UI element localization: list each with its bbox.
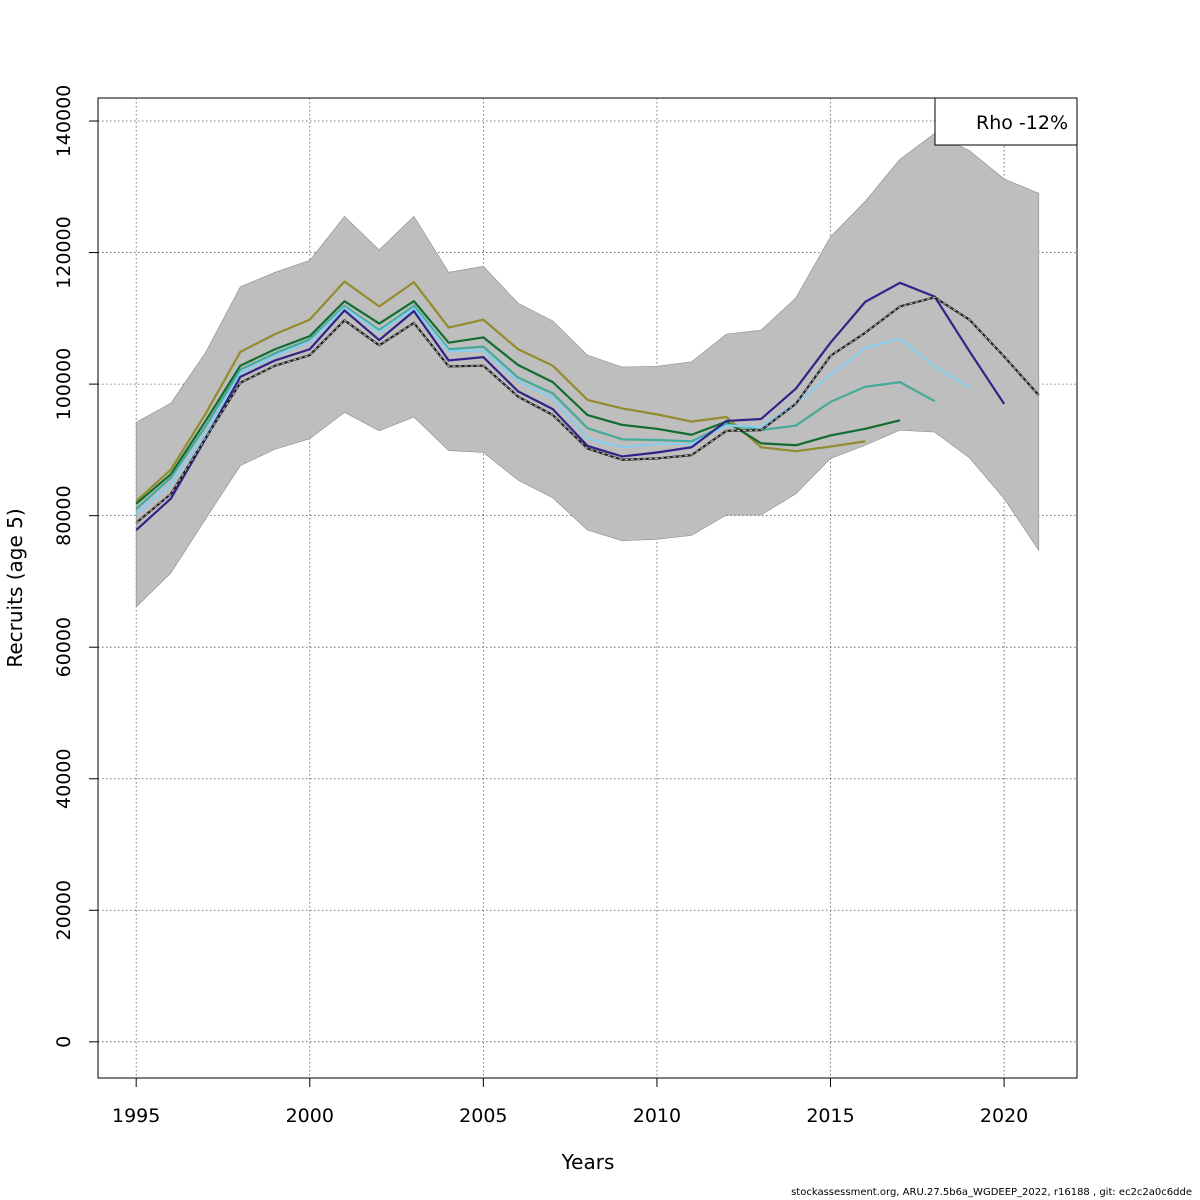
series-lines (135, 280, 1040, 531)
x-tick-label: 2020 (980, 1105, 1028, 1127)
x-tick-label: 1995 (112, 1105, 160, 1127)
x-axis: 1995 2000 2005 2010 2015 2020 (112, 1078, 1028, 1127)
series-line (135, 300, 901, 505)
confidence-band (135, 133, 1040, 608)
y-tick-label: 120000 (53, 216, 75, 289)
x-tick-label: 2015 (806, 1105, 854, 1127)
confidence-band-area (135, 133, 1040, 608)
legend-box (934, 97, 1078, 146)
x-axis-title: Years (561, 1150, 615, 1174)
y-axis: 0 20000 40000 60000 80000 100000 120000 140000 (53, 85, 98, 1048)
y-tick-label: 20000 (53, 880, 75, 940)
series-line (135, 281, 1006, 531)
legend: Rho -12% (934, 97, 1078, 146)
y-tick-label: 80000 (53, 485, 75, 545)
footer-credit: stockassessment.org, ARU.27.5b6a_WGDEEP_… (791, 1187, 1192, 1198)
y-tick-label: 40000 (53, 749, 75, 809)
series-line (135, 306, 970, 516)
series-line (135, 304, 936, 510)
y-tick-label: 0 (53, 1036, 75, 1048)
y-tick-label: 60000 (53, 617, 75, 677)
series-line-dash-overlay (135, 296, 1040, 524)
x-tick-label: 2000 (286, 1105, 334, 1127)
x-tick-label: 2010 (633, 1105, 681, 1127)
y-tick-label: 100000 (53, 348, 75, 421)
y-axis-title: Recruits (age 5) (3, 508, 27, 667)
plot-frame (97, 97, 1078, 1079)
legend-label: Rho -12% (976, 112, 1068, 134)
y-tick-label: 140000 (53, 85, 75, 158)
x-tick-label: 2005 (459, 1105, 507, 1127)
